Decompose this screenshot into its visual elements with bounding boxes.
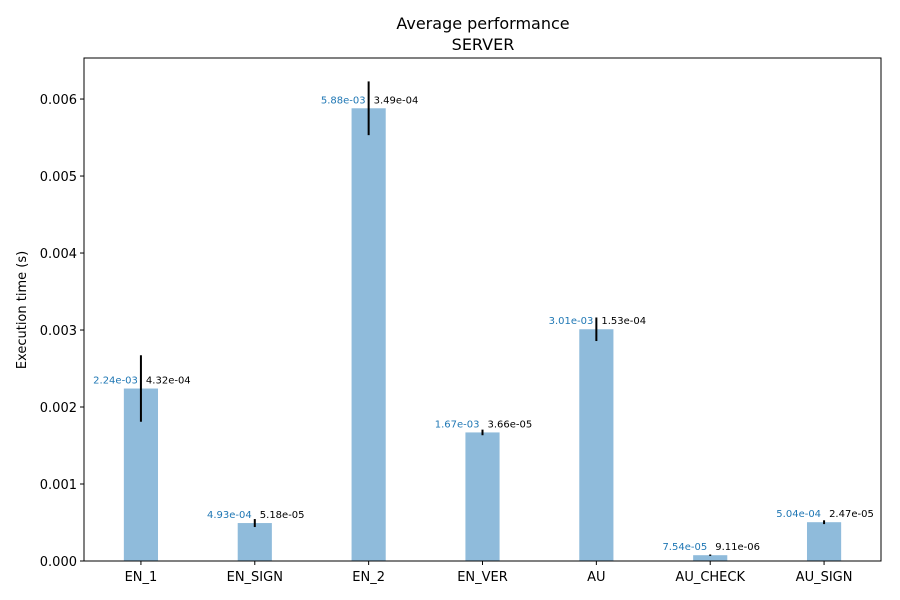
y-axis-label: Execution time (s) — [15, 251, 30, 369]
chart-subtitle: SERVER — [452, 35, 515, 54]
mean-label: 3.01e-03 — [549, 316, 594, 327]
std-label: 1.53e-04 — [601, 316, 646, 327]
x-tick-label: EN_VER — [457, 570, 508, 585]
mean-label: 4.93e-04 — [207, 510, 252, 521]
axes-frame — [83, 57, 882, 562]
std-label: 3.49e-04 — [374, 95, 419, 106]
x-tick-label: EN_2 — [352, 570, 385, 585]
bar — [806, 522, 842, 561]
bar — [693, 555, 728, 561]
x-tick-label: AU — [587, 570, 605, 585]
bar — [351, 108, 386, 561]
bar — [237, 523, 272, 561]
mean-label: 5.88e-03 — [321, 95, 366, 106]
std-label: 4.32e-04 — [146, 376, 191, 387]
std-label: 3.66e-05 — [488, 419, 533, 430]
mean-label: 7.54e-05 — [662, 542, 707, 553]
mean-label: 2.24e-03 — [93, 376, 138, 387]
y-tick-label: 0.001 — [40, 478, 77, 493]
y-tick-label: 0.000 — [40, 555, 77, 570]
std-label: 5.18e-05 — [260, 510, 305, 521]
y-tick-label: 0.004 — [40, 247, 77, 262]
x-tick-label: EN_1 — [125, 570, 158, 585]
y-tick-label: 0.003 — [40, 324, 77, 339]
x-tick-label: EN_SIGN — [227, 570, 283, 585]
bar — [579, 329, 614, 561]
mean-label: 1.67e-03 — [435, 419, 480, 430]
y-tick-label: 0.005 — [40, 170, 77, 185]
std-label: 2.47e-05 — [829, 509, 874, 520]
y-tick-label: 0.006 — [40, 93, 77, 108]
bar — [465, 432, 500, 561]
chart-title: Average performance — [396, 14, 569, 33]
y-tick-label: 0.002 — [40, 401, 77, 416]
x-tick-label: AU_SIGN — [796, 570, 853, 585]
x-tick-label: AU_CHECK — [675, 570, 745, 585]
plot-area: 2.24e-03 4.32e-04 EN_1 4.93e-04 5.18e-05 EN_S… — [40, 57, 882, 585]
std-label: 9.11e-06 — [715, 542, 760, 553]
mean-label: 5.04e-04 — [776, 509, 821, 520]
